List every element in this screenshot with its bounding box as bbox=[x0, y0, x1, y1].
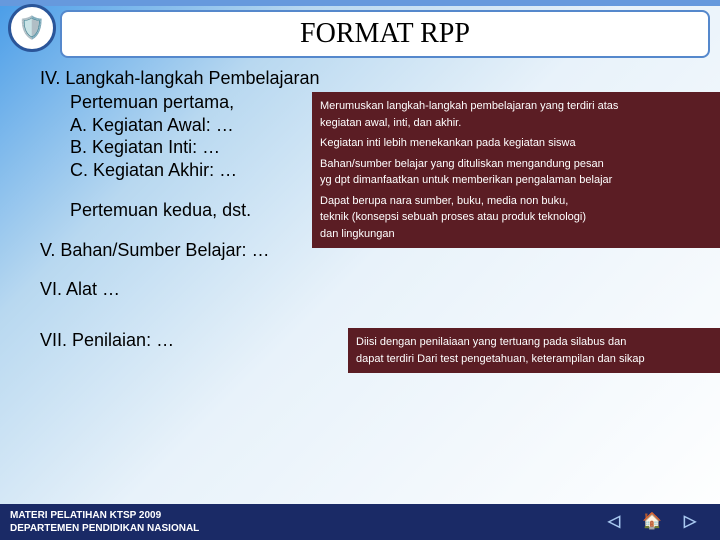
footer-line2: DEPARTEMEN PENDIDIKAN NASIONAL bbox=[10, 522, 199, 535]
page-title: FORMAT RPP bbox=[62, 18, 708, 50]
callout1-line: teknik (konsepsi sebuah proses atau prod… bbox=[320, 209, 712, 226]
callout1-line: Bahan/sumber belajar yang dituliskan men… bbox=[320, 156, 712, 173]
footer-bar: MATERI PELATIHAN KTSP 2009 DEPARTEMEN PE… bbox=[0, 504, 720, 540]
nav-icons: ◁ 🏠 ▷ bbox=[604, 512, 710, 532]
callout2-line: Diisi dengan penilaiaan yang tertuang pa… bbox=[356, 334, 712, 351]
logo-emblem: 🛡️ bbox=[8, 4, 56, 52]
prev-button[interactable]: ◁ bbox=[604, 512, 624, 532]
callout1-line: yg dpt dimanfaatkan untuk memberikan pen… bbox=[320, 172, 712, 189]
logo-icon: 🛡️ bbox=[18, 15, 45, 41]
callout1-line: Dapat berupa nara sumber, buku, media no… bbox=[320, 193, 712, 210]
callout1-line: Kegiatan inti lebih menekankan pada kegi… bbox=[320, 135, 712, 152]
title-box: FORMAT RPP bbox=[60, 10, 710, 58]
callout-penilaian: Diisi dengan penilaiaan yang tertuang pa… bbox=[348, 328, 720, 373]
footer-text: MATERI PELATIHAN KTSP 2009 DEPARTEMEN PE… bbox=[10, 509, 199, 535]
section-vi-title: VI. Alat … bbox=[40, 279, 710, 300]
callout2-line: dapat terdiri Dari test pengetahuan, ket… bbox=[356, 351, 712, 368]
callout1-line: kegiatan awal, inti, dan akhir. bbox=[320, 115, 712, 132]
footer-line1: MATERI PELATIHAN KTSP 2009 bbox=[10, 509, 199, 522]
home-button[interactable]: 🏠 bbox=[642, 512, 662, 532]
section-iv-title: IV. Langkah-langkah Pembelajaran bbox=[40, 68, 710, 89]
callout1-line: dan lingkungan bbox=[320, 226, 712, 243]
callout1-line: Merumuskan langkah-langkah pembelajaran … bbox=[320, 98, 712, 115]
next-button[interactable]: ▷ bbox=[680, 512, 700, 532]
header-bar bbox=[0, 0, 720, 6]
callout-langkah: Merumuskan langkah-langkah pembelajaran … bbox=[312, 92, 720, 248]
